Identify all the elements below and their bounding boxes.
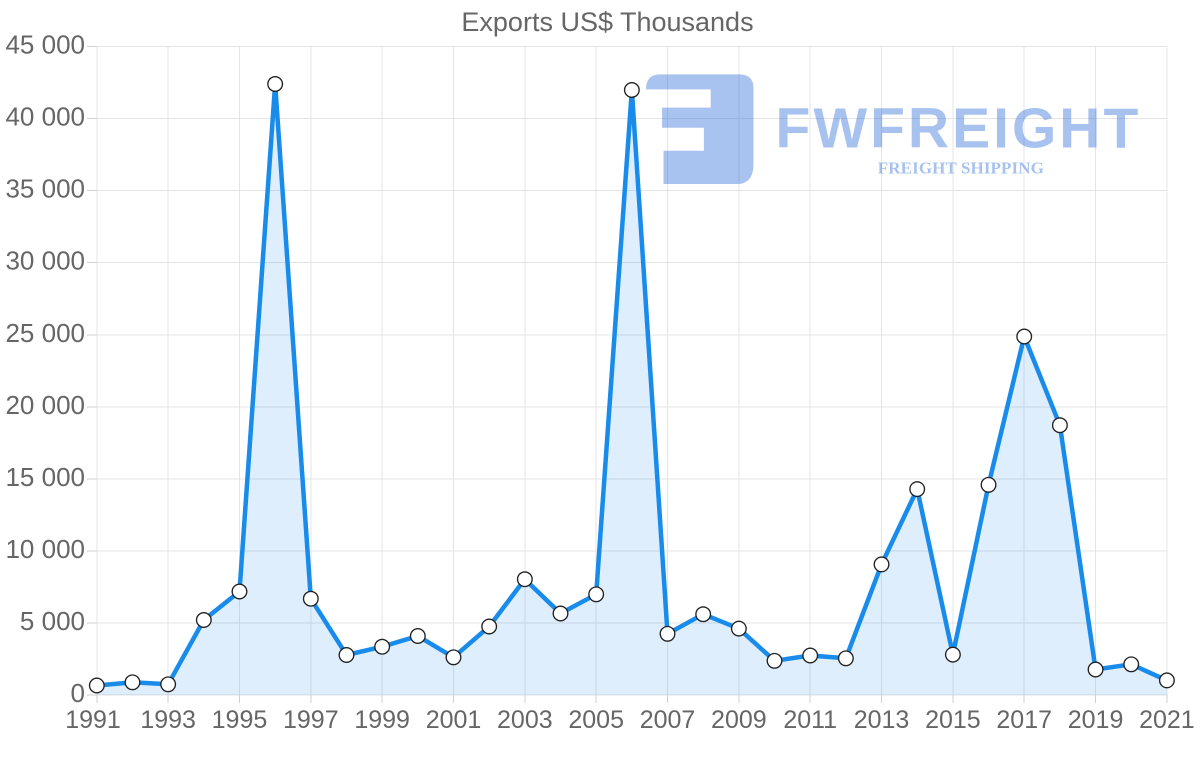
svg-text:45 000: 45 000 bbox=[5, 30, 85, 60]
svg-text:1997: 1997 bbox=[283, 706, 339, 734]
svg-text:1993: 1993 bbox=[140, 706, 196, 734]
svg-text:2013: 2013 bbox=[854, 706, 910, 734]
svg-text:0: 0 bbox=[71, 678, 85, 708]
svg-text:2001: 2001 bbox=[426, 706, 482, 734]
svg-text:2019: 2019 bbox=[1068, 706, 1124, 734]
svg-text:2003: 2003 bbox=[497, 706, 553, 734]
svg-text:1995: 1995 bbox=[212, 706, 268, 734]
svg-text:2015: 2015 bbox=[925, 706, 981, 734]
svg-text:FREIGHT SHIPPING: FREIGHT SHIPPING bbox=[878, 158, 1044, 177]
svg-text:35 000: 35 000 bbox=[5, 174, 85, 204]
svg-text:1991: 1991 bbox=[65, 706, 121, 734]
svg-text:2011: 2011 bbox=[783, 706, 837, 734]
svg-text:10 000: 10 000 bbox=[5, 534, 85, 564]
svg-text:2009: 2009 bbox=[711, 706, 767, 734]
svg-text:Exports US$ Thousands: Exports US$ Thousands bbox=[461, 7, 753, 37]
svg-text:2021: 2021 bbox=[1139, 706, 1195, 734]
svg-text:FWFREIGHT: FWFREIGHT bbox=[776, 96, 1142, 160]
svg-text:2007: 2007 bbox=[640, 706, 696, 734]
svg-text:1999: 1999 bbox=[354, 706, 410, 734]
svg-text:20 000: 20 000 bbox=[5, 390, 85, 420]
svg-text:5 000: 5 000 bbox=[20, 606, 85, 636]
svg-text:30 000: 30 000 bbox=[5, 246, 85, 276]
svg-text:2017: 2017 bbox=[996, 706, 1052, 734]
svg-text:40 000: 40 000 bbox=[5, 102, 85, 132]
svg-text:25 000: 25 000 bbox=[5, 318, 85, 348]
svg-text:2005: 2005 bbox=[568, 706, 624, 734]
svg-text:15 000: 15 000 bbox=[5, 462, 85, 492]
